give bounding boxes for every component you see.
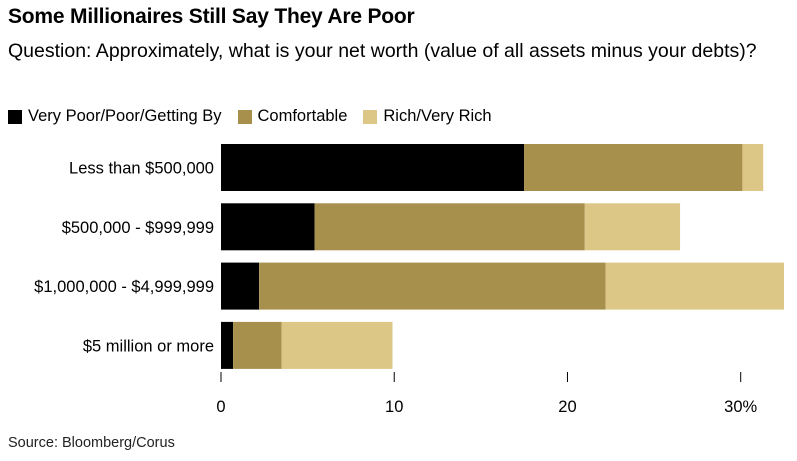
bar-segment-2-2 [605, 262, 784, 310]
bar-segment-0-1 [221, 203, 315, 251]
legend: Very Poor/Poor/Getting By Comfortable Ri… [8, 107, 508, 126]
bar-segment-0-3 [221, 321, 234, 369]
bar-segment-2-1 [584, 203, 681, 251]
bar-segment-1-1 [314, 203, 585, 251]
category-label-0: Less than $500,000 [69, 160, 214, 178]
legend-swatch-very-poor [8, 109, 22, 124]
bar-segment-0-2 [221, 262, 260, 310]
stacked-bar-chart: Less than $500,000 $500,000 - $999,999 $1,… [34, 144, 784, 416]
x-tick-label-0: 0 [216, 398, 225, 416]
bar-segment-1-2 [259, 262, 606, 310]
x-tick-label-1: 10 [385, 398, 403, 416]
bar-segment-2-3 [281, 321, 393, 369]
bar-segment-1-3 [233, 321, 282, 369]
bar-segment-1-0 [524, 144, 743, 191]
bar-segment-0-0 [221, 144, 525, 191]
chart-subtitle: Question: Approximately, what is your ne… [8, 40, 757, 62]
x-tick-label-3: 30% [724, 398, 757, 416]
legend-swatch-rich [363, 109, 378, 124]
legend-item-very-poor: Very Poor/Poor/Getting By [8, 107, 222, 126]
legend-label-very-poor: Very Poor/Poor/Getting By [28, 107, 222, 125]
legend-swatch-comfortable [237, 109, 252, 124]
legend-label-rich: Rich/Very Rich [383, 107, 492, 125]
legend-item-comfortable: Comfortable [237, 107, 348, 126]
category-label-3: $5 million or more [83, 337, 214, 355]
chart-title: Some Millionaires Still Say They Are Poo… [8, 5, 415, 28]
bar-segment-2-0 [742, 144, 764, 191]
category-label-2: $1,000,000 - $4,999,999 [34, 278, 214, 296]
legend-item-rich: Rich/Very Rich [363, 107, 492, 126]
x-tick-label-2: 20 [558, 398, 576, 416]
source-note: Source: Bloomberg/Corus [8, 435, 175, 451]
legend-label-comfortable: Comfortable [257, 107, 348, 125]
category-label-1: $500,000 - $999,999 [62, 219, 214, 237]
